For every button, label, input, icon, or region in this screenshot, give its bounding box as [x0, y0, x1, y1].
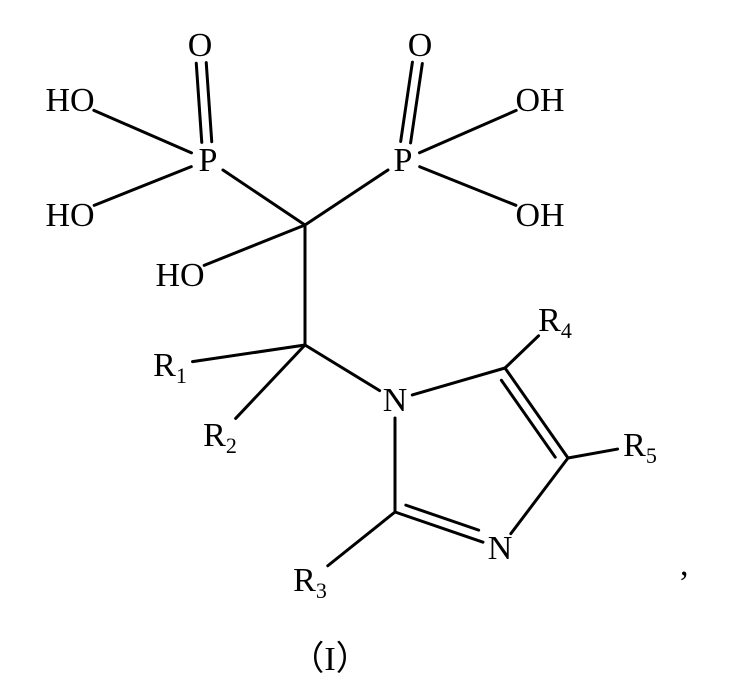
- atom-label-HO_cl: HO: [155, 257, 204, 294]
- atom-label-N1: N: [383, 382, 408, 419]
- atom-label-R4: R4: [538, 302, 572, 343]
- atom-label-R2: R2: [203, 417, 237, 458]
- atom-label-O_top_left: O: [188, 27, 213, 64]
- atom-label-O_top_right: O: [408, 27, 433, 64]
- atom-label-HO_ul: HO: [45, 82, 94, 119]
- structure-caption: （I）: [290, 640, 369, 678]
- atom-label-P_left: P: [199, 142, 218, 179]
- atom-label-P_right: P: [394, 142, 413, 179]
- atom-label-R1: R1: [153, 347, 187, 388]
- chemical-structure-diagram: O O HO OH HO OH P P HO R1 R2 N R4 R5 N R3 , （I）: [0, 0, 735, 695]
- atom-label-R3: R3: [293, 562, 327, 603]
- atom-label-OH_mr: OH: [515, 197, 564, 234]
- atom-label-N3: N: [488, 530, 513, 567]
- trailing-comma: ,: [680, 546, 689, 583]
- atom-label-OH_ur: OH: [515, 82, 564, 119]
- atoms-layer: O O HO OH HO OH P P HO R1 R2 N R4 R5 N R3: [45, 27, 656, 603]
- atom-label-HO_ml: HO: [45, 197, 94, 234]
- atom-label-R5: R5: [623, 427, 657, 468]
